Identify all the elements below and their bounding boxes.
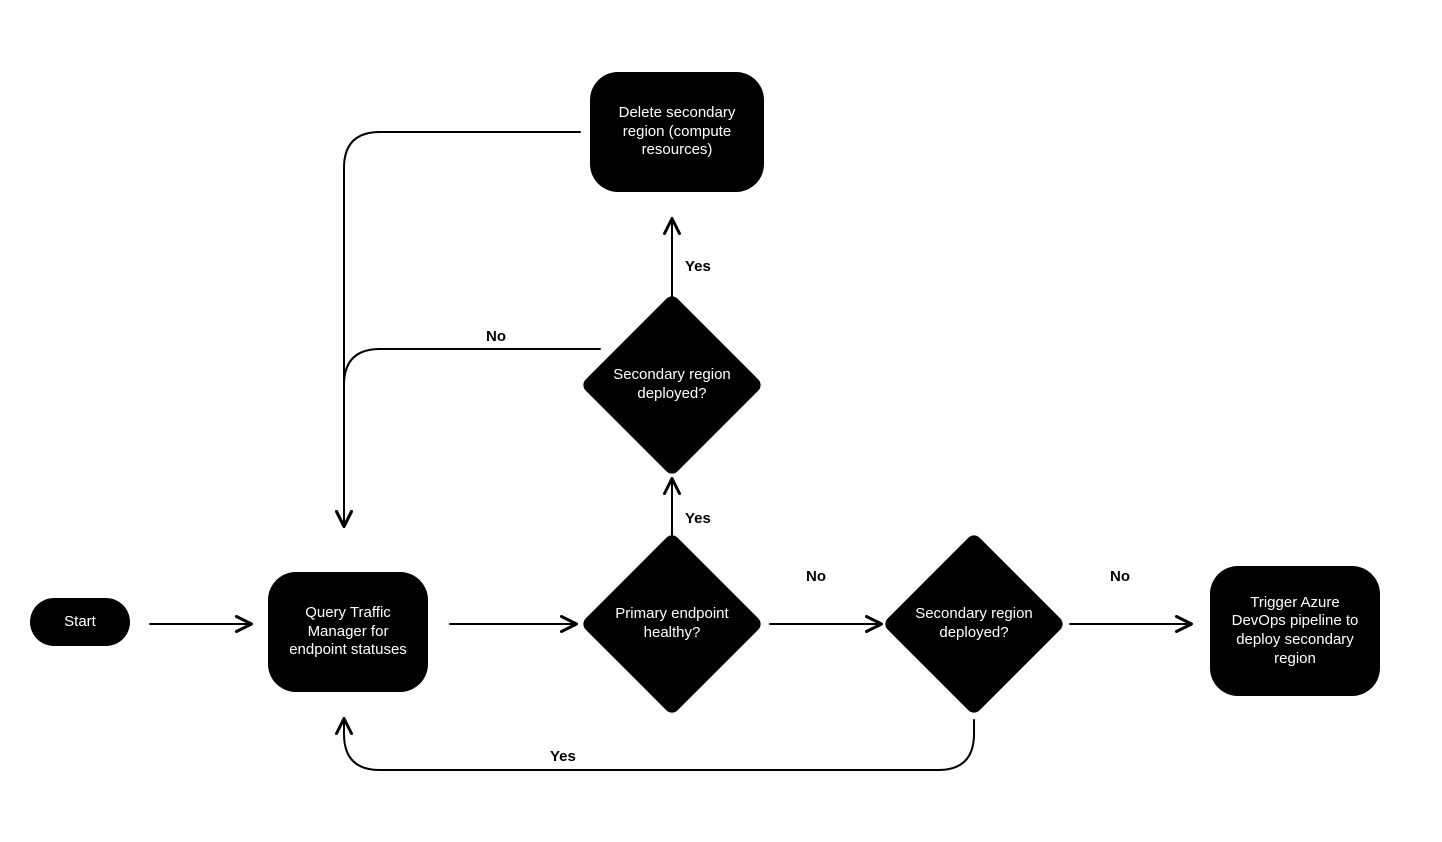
edge-e_sec2_yes_query-seg1 [344, 720, 974, 770]
flowchart-canvas: Start Query Traffic Manager for endpoint … [10, 10, 1432, 832]
edge-e_sec1_no_query [344, 349, 600, 525]
node-trigger: Trigger Azure DevOps pipeline to deploy … [1210, 566, 1380, 696]
node-trigger-label: Trigger Azure DevOps pipeline to deploy … [1210, 584, 1380, 679]
node-primary-label: Primary endpoint healthy? [581, 595, 763, 653]
node-start: Start [30, 598, 130, 646]
edge-e_sec2_trigger-label: No [1110, 568, 1130, 585]
edge-e_sec1_no_query-label: No [486, 328, 506, 345]
node-primary: Primary endpoint healthy? [607, 559, 737, 689]
node-sec2-label: Secondary region deployed? [883, 595, 1065, 653]
node-sec1: Secondary region deployed? [607, 320, 737, 450]
node-sec2: Secondary region deployed? [909, 559, 1039, 689]
node-delete: Delete secondary region (compute resourc… [590, 72, 764, 192]
edge-e_sec2_yes_query-label: Yes [550, 748, 576, 765]
edge-e_delete_query [344, 132, 580, 525]
node-query-label: Query Traffic Manager for endpoint statu… [268, 594, 428, 670]
edge-e_primary_sec1-label: Yes [685, 510, 711, 527]
node-sec1-label: Secondary region deployed? [581, 356, 763, 414]
node-query: Query Traffic Manager for endpoint statu… [268, 572, 428, 692]
node-start-label: Start [50, 603, 110, 642]
edge-e_primary_sec2-label: No [806, 568, 826, 585]
edge-e_sec1_delete-label: Yes [685, 258, 711, 275]
node-delete-label: Delete secondary region (compute resourc… [590, 94, 764, 170]
